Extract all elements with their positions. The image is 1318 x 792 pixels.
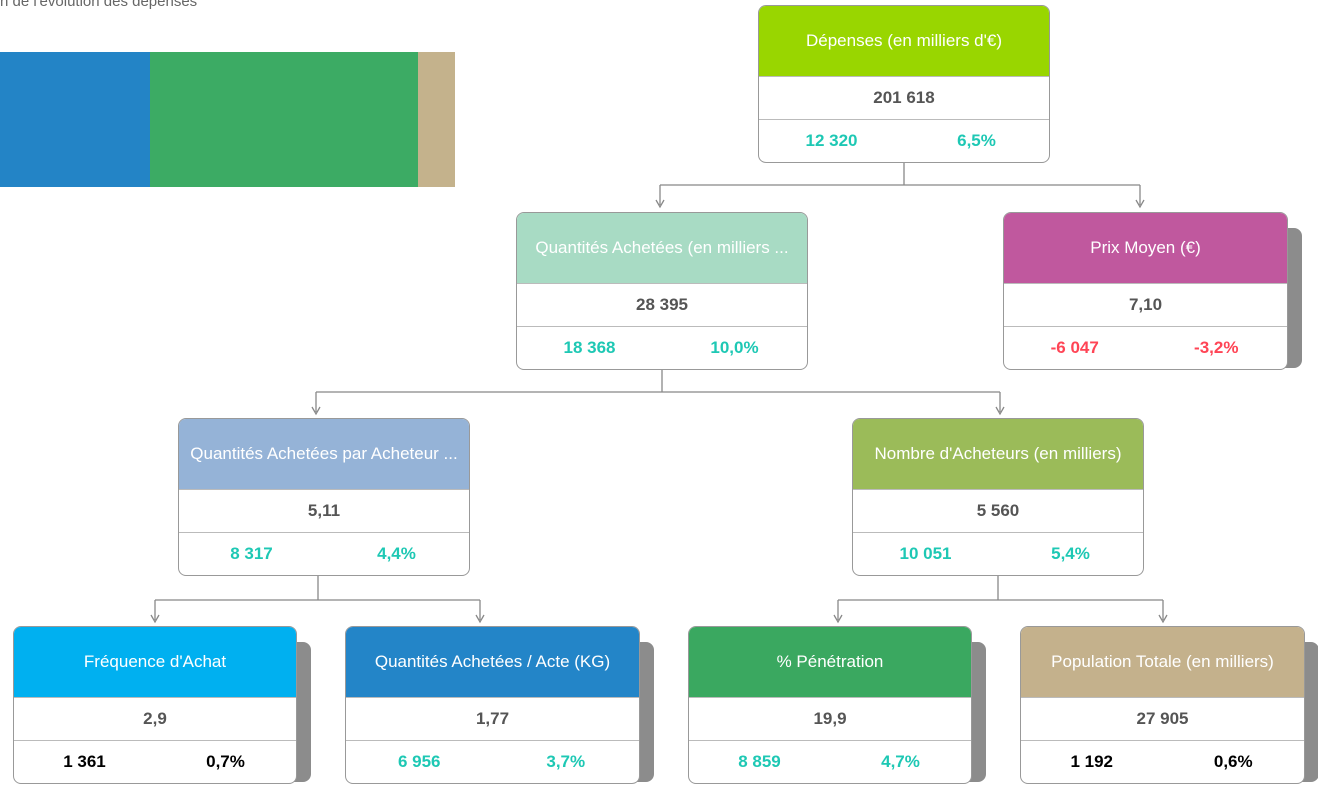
change-pct: 10,0% xyxy=(710,338,759,357)
change-value: 8 859 xyxy=(738,752,781,771)
node-title: Quantités Achetées par Acheteur ... xyxy=(179,419,469,489)
bar-segment xyxy=(0,52,150,187)
change-pct: 0,7% xyxy=(206,752,245,771)
change-value: 18 368 xyxy=(563,338,616,357)
node-value: 1,77 xyxy=(346,697,639,741)
node-title: Quantités Achetées (en milliers ... xyxy=(517,213,807,283)
node: Prix Moyen (€) 7,10 -6 047 -3,2% xyxy=(1003,212,1288,370)
change-pct: 0,6% xyxy=(1213,752,1253,771)
connector xyxy=(154,575,481,620)
change-pct: -3,2% xyxy=(1194,338,1239,357)
node-value: 5 560 xyxy=(853,489,1143,533)
change-value: 1 192 xyxy=(1070,752,1114,771)
node-value: 201 618 xyxy=(759,76,1049,120)
change-value: 1 361 xyxy=(63,752,106,771)
node-change: 10 051 5,4% xyxy=(853,533,1143,575)
node-value: 27 905 xyxy=(1021,697,1304,741)
node: Quantités Achetées par Acheteur ... 5,11 8… xyxy=(178,418,470,576)
node: Quantités Achetées (en milliers ... 28 39… xyxy=(516,212,808,370)
change-pct: 3,7% xyxy=(546,752,586,771)
node-value: 2,9 xyxy=(14,697,296,741)
node: Fréquence d'Achat 2,9 1 361 0,7% xyxy=(13,626,297,784)
connector xyxy=(315,368,1001,412)
node-change: 12 320 6,5% xyxy=(759,120,1049,162)
connector xyxy=(659,160,1141,205)
arrow xyxy=(833,614,1168,624)
arrow xyxy=(311,406,1005,416)
bar-segment xyxy=(418,52,455,187)
arrow xyxy=(655,199,1145,209)
node-value: 19,9 xyxy=(689,697,971,741)
node-change: 6 956 3,7% xyxy=(346,741,639,783)
change-value: 6 956 xyxy=(397,752,441,771)
node-change: 1 361 0,7% xyxy=(14,741,296,783)
change-value: -6 047 xyxy=(1050,338,1099,357)
node-title: Population Totale (en milliers) xyxy=(1021,627,1304,697)
node-title: Quantités Achetées / Acte (KG) xyxy=(346,627,639,697)
change-value: 10 051 xyxy=(899,544,952,563)
bar-segment xyxy=(150,52,418,187)
node-value: 5,11 xyxy=(179,489,469,533)
node-change: 18 368 10,0% xyxy=(517,327,807,369)
node-value: 28 395 xyxy=(517,283,807,327)
node-change: -6 047 -3,2% xyxy=(1004,327,1287,369)
connector xyxy=(837,575,1164,620)
change-pct: 6,5% xyxy=(957,131,996,150)
node: % Pénétration 19,9 8 859 4,7% xyxy=(688,626,972,784)
node-value: 7,10 xyxy=(1004,283,1287,327)
change-value: 12 320 xyxy=(805,131,858,150)
arrow xyxy=(150,614,485,624)
node-title: Prix Moyen (€) xyxy=(1004,213,1287,283)
node-change: 8 859 4,7% xyxy=(689,741,971,783)
node-title: Nombre d'Acheteurs (en milliers) xyxy=(853,419,1143,489)
node: Dépenses (en milliers d'€) 201 618 12 320 6… xyxy=(758,5,1050,163)
node: Nombre d'Acheteurs (en milliers) 5 560 10 … xyxy=(852,418,1144,576)
node: Quantités Achetées / Acte (KG) 1,77 6 956 3… xyxy=(345,626,640,784)
change-value: 8 317 xyxy=(230,544,273,563)
node-change: 1 192 0,6% xyxy=(1021,741,1304,783)
change-pct: 4,7% xyxy=(881,752,920,771)
node-title: Fréquence d'Achat xyxy=(14,627,296,697)
node-change: 8 317 4,4% xyxy=(179,533,469,575)
change-pct: 5,4% xyxy=(1051,544,1090,563)
node: Population Totale (en milliers) 27 905 1 1… xyxy=(1020,626,1305,784)
change-pct: 4,4% xyxy=(377,544,416,563)
node-title: Dépenses (en milliers d'€) xyxy=(759,6,1049,76)
header-title: n de l'évolution des dépenses xyxy=(0,0,198,10)
node-title: % Pénétration xyxy=(689,627,971,697)
